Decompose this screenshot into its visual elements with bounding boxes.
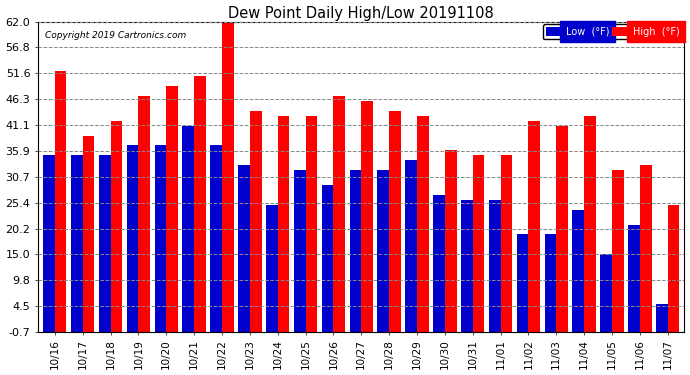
Bar [166, 86, 178, 332]
Bar [640, 165, 651, 332]
Bar [417, 116, 428, 332]
Bar [55, 71, 66, 332]
Bar [529, 121, 540, 332]
Bar [389, 111, 401, 332]
Bar [433, 195, 445, 332]
Bar [194, 76, 206, 332]
Bar [612, 170, 624, 332]
Bar [322, 185, 333, 332]
Bar [489, 200, 500, 332]
Bar [266, 205, 277, 332]
Bar [222, 17, 234, 332]
Bar [362, 101, 373, 332]
Bar [445, 150, 457, 332]
Bar [127, 146, 139, 332]
Bar [461, 200, 473, 332]
Bar [500, 155, 512, 332]
Bar [210, 146, 222, 332]
Bar [277, 116, 289, 332]
Bar [473, 155, 484, 332]
Bar [600, 254, 612, 332]
Bar [333, 96, 345, 332]
Bar [250, 111, 262, 332]
Bar [377, 170, 389, 332]
Bar [573, 210, 584, 332]
Bar [294, 170, 306, 332]
Legend: Low  (°F), High  (°F): Low (°F), High (°F) [542, 24, 682, 39]
Bar [139, 96, 150, 332]
Title: Dew Point Daily High/Low 20191108: Dew Point Daily High/Low 20191108 [228, 6, 494, 21]
Text: Copyright 2019 Cartronics.com: Copyright 2019 Cartronics.com [45, 31, 186, 40]
Bar [405, 160, 417, 332]
Bar [155, 146, 166, 332]
Bar [350, 170, 362, 332]
Bar [584, 116, 596, 332]
Bar [71, 155, 83, 332]
Bar [556, 126, 568, 332]
Bar [628, 225, 640, 332]
Bar [517, 234, 529, 332]
Bar [306, 116, 317, 332]
Bar [238, 165, 250, 332]
Bar [182, 126, 194, 332]
Bar [668, 205, 680, 332]
Bar [110, 121, 122, 332]
Bar [43, 155, 55, 332]
Bar [544, 234, 556, 332]
Bar [83, 135, 95, 332]
Bar [656, 304, 668, 332]
Bar [99, 155, 110, 332]
